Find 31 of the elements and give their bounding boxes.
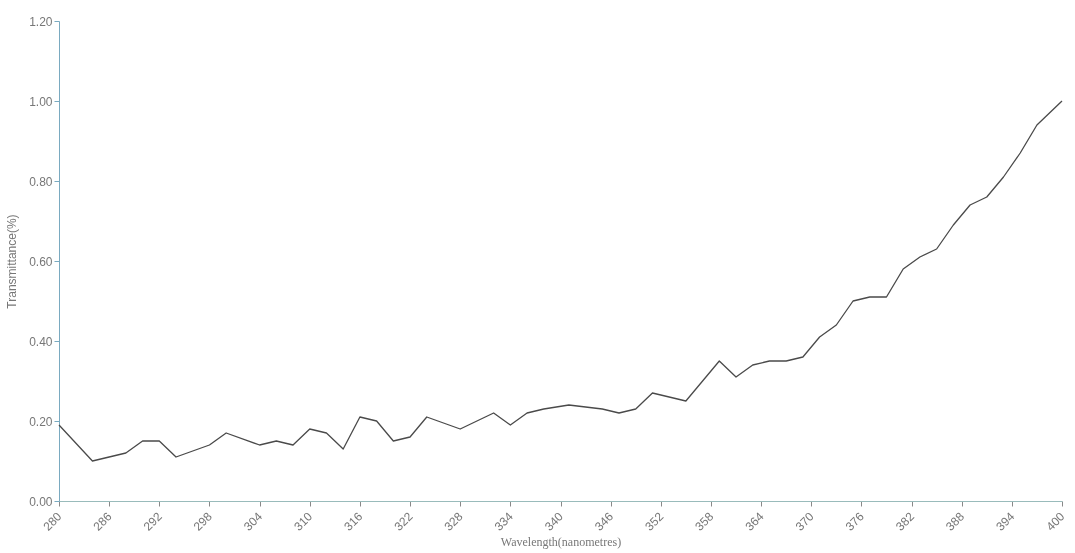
x-tick-label: 352 <box>642 509 667 534</box>
x-tick-label: 316 <box>341 509 366 534</box>
x-tick-label: 400 <box>1043 509 1068 534</box>
x-tick-label: 334 <box>491 509 517 534</box>
x-tick-label: 382 <box>892 509 918 534</box>
x-tick-label: 292 <box>140 509 165 534</box>
x-tick-label: 376 <box>842 509 868 534</box>
x-tick-label: 340 <box>541 509 567 534</box>
x-axis-title: Wavelength(nanometres) <box>500 534 622 549</box>
x-tick-label: 394 <box>993 509 1018 534</box>
x-tick-label: 370 <box>792 509 817 534</box>
line-series <box>58 100 1063 462</box>
x-tick-label: 304 <box>240 509 266 534</box>
x-tick-label: 298 <box>190 509 216 534</box>
y-tick-label: 1.00 <box>29 94 53 109</box>
x-tick-label: 310 <box>291 509 316 534</box>
y-tick-label: 1.20 <box>29 14 53 29</box>
x-tick-label: 358 <box>692 509 717 534</box>
y-tick-label: 0.40 <box>29 334 53 349</box>
y-tick-label: 0.60 <box>29 254 53 269</box>
x-tick-label: 280 <box>40 509 65 534</box>
y-tick-label: 0.00 <box>29 494 53 509</box>
x-tick-label: 364 <box>742 509 767 534</box>
x-tick-label: 388 <box>943 509 968 534</box>
y-tick-label: 0.80 <box>29 174 53 189</box>
x-tick-label: 322 <box>391 509 416 534</box>
x-tick-label: 328 <box>441 509 466 534</box>
x-tick-label: 286 <box>90 509 115 534</box>
x-tick-label: 346 <box>592 509 617 534</box>
y-axis-title: Transmittance(%) <box>5 214 20 309</box>
y-tick-label: 0.20 <box>29 414 53 429</box>
